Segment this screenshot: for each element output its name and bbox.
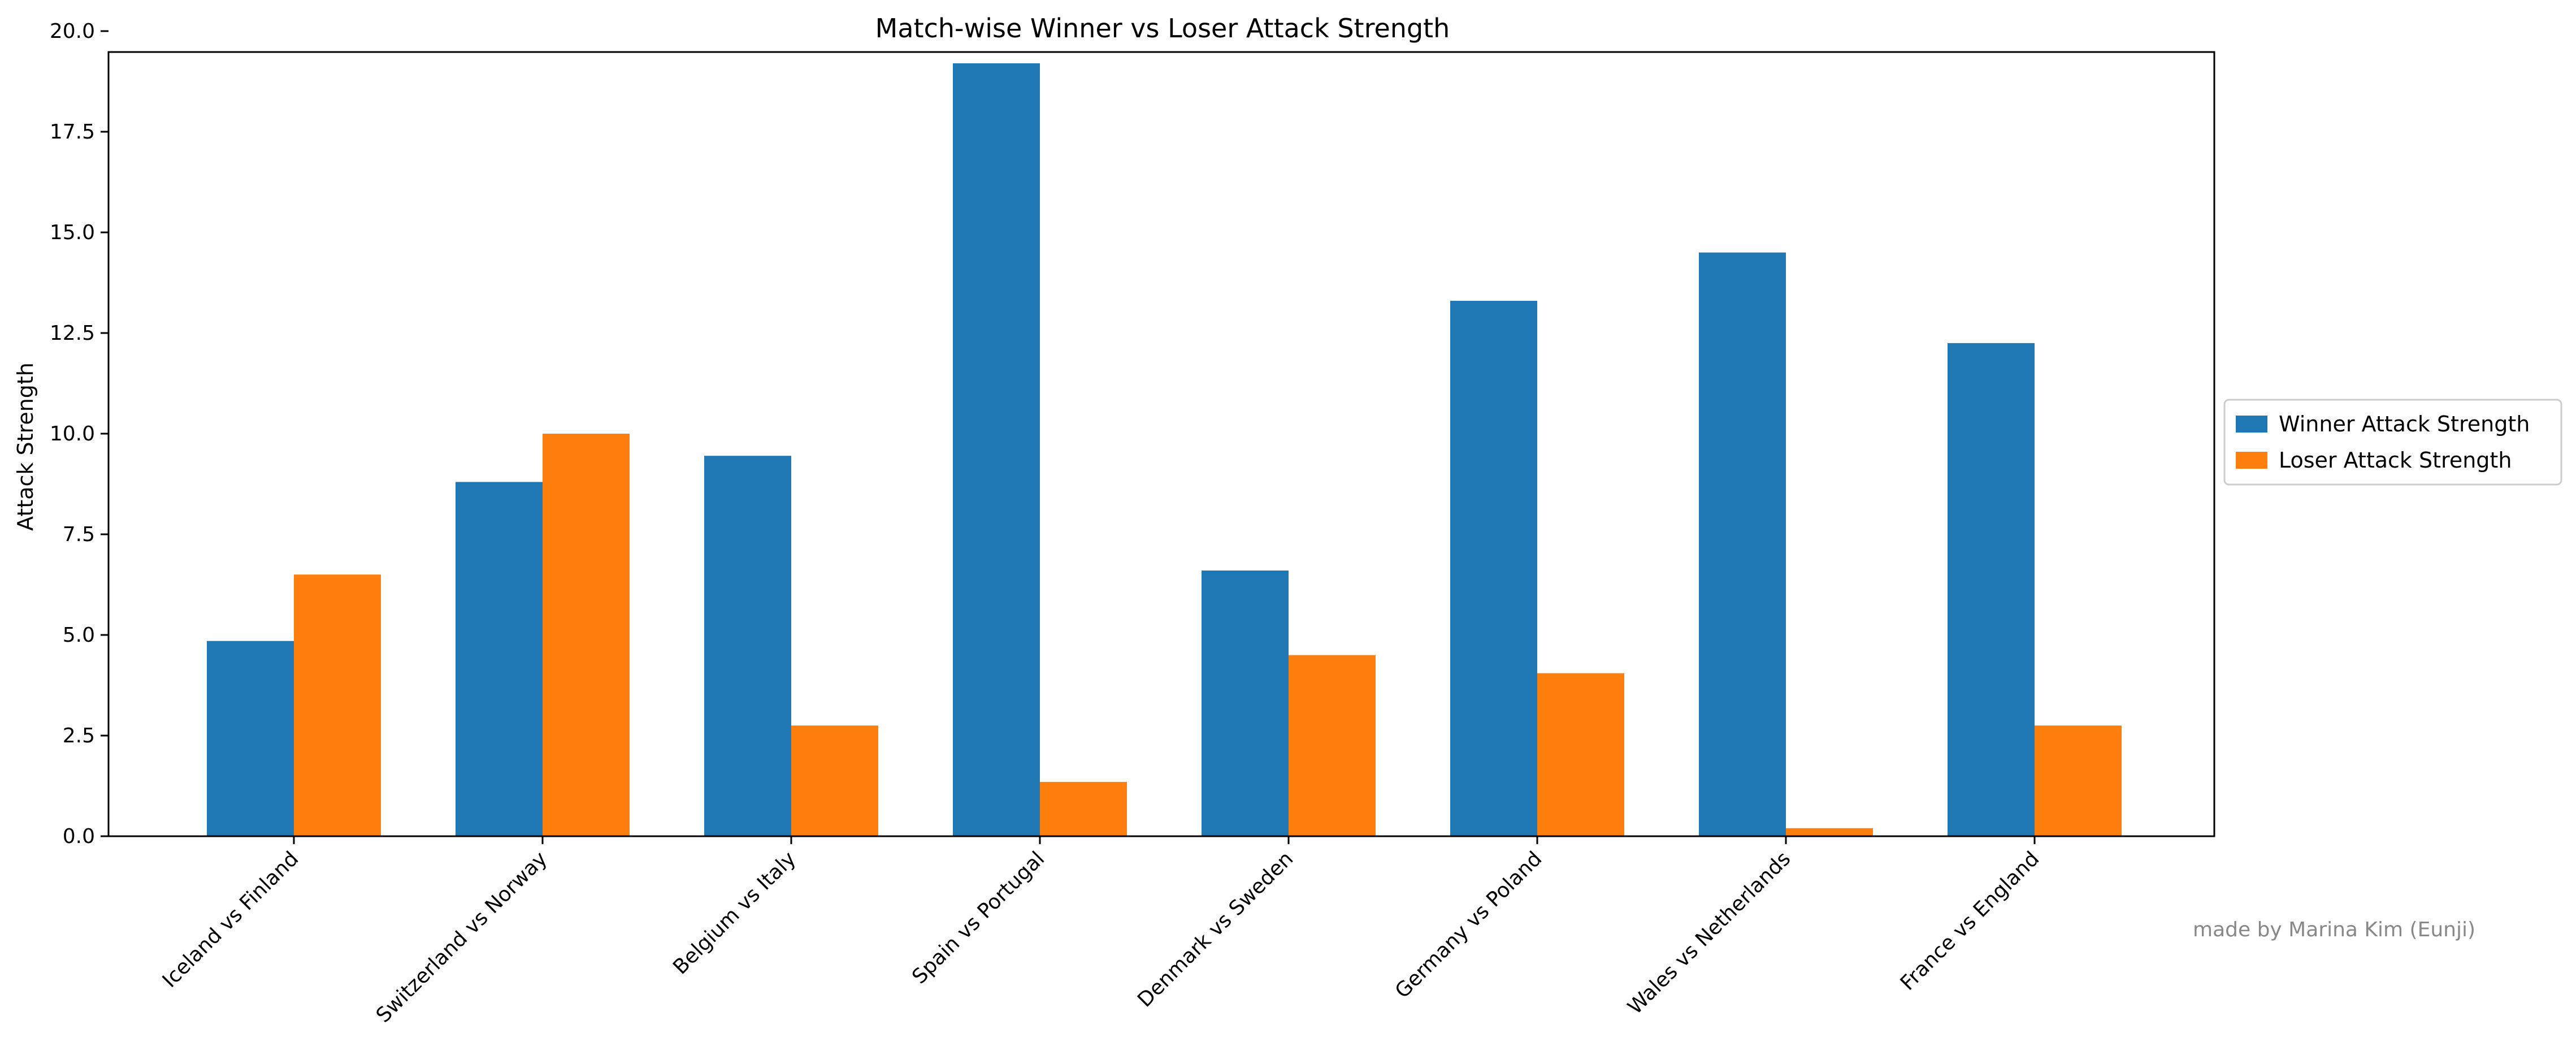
bar-loser-1	[543, 434, 630, 836]
y-tick-label: 5.0	[63, 624, 95, 647]
y-tick-label: 12.5	[50, 322, 95, 345]
bar-loser-4	[1289, 655, 1376, 836]
legend-label-loser: Loser Attack Strength	[2279, 448, 2512, 473]
x-tick-label: Switzerland vs Norway	[372, 847, 552, 1027]
bar-loser-0	[294, 574, 381, 836]
bar-loser-3	[1040, 781, 1127, 836]
bar-winner-6	[1699, 252, 1786, 837]
chart-title: Match-wise Winner vs Loser Attack Streng…	[875, 13, 1450, 44]
y-tick-label: 0.0	[63, 825, 95, 848]
legend-box	[2223, 399, 2562, 486]
bar-winner-1	[456, 482, 543, 836]
bar-winner-0	[207, 641, 294, 836]
y-tick-label: 7.5	[63, 523, 95, 546]
y-tick-label: 2.5	[63, 724, 95, 747]
bar-winner-7	[1948, 343, 2035, 836]
y-tick-label: 15.0	[50, 221, 95, 244]
bar-loser-5	[1537, 673, 1624, 836]
x-tick-label: Wales vs Netherlands	[1624, 847, 1796, 1019]
x-tick-label: France vs England	[1896, 847, 2044, 995]
bar-loser-2	[791, 725, 878, 836]
y-tick-label: 20.0	[50, 20, 95, 43]
y-tick-label: 10.0	[50, 422, 95, 446]
x-tick-label: Spain vs Portugal	[908, 847, 1049, 988]
x-tick-label: Iceland vs Finland	[158, 847, 303, 992]
legend-swatch-winner	[2236, 416, 2267, 433]
bar-winner-2	[704, 456, 791, 836]
plot-frame	[107, 51, 2215, 837]
bar-winner-5	[1450, 301, 1537, 836]
plot-area: Iceland vs Finland Switzerland vs Norway B…	[50, 20, 2215, 1027]
bar-winner-3	[953, 63, 1040, 837]
legend: Winner Attack Strength Loser Attack Stren…	[2223, 399, 2562, 486]
y-axis-label: Attack Strength	[13, 362, 38, 531]
legend-swatch-loser	[2236, 452, 2267, 469]
x-tick-label: Germany vs Poland	[1391, 847, 1546, 1002]
author-credit: made by Marina Kim (Eunji)	[2193, 918, 2475, 941]
bar-loser-6	[1786, 828, 1873, 836]
bar-loser-7	[2035, 725, 2122, 836]
y-tick-label: 17.5	[50, 120, 95, 144]
bar-winner-4	[1202, 570, 1289, 836]
x-tick-label: Denmark vs Sweden	[1133, 847, 1298, 1012]
legend-label-winner: Winner Attack Strength	[2279, 412, 2530, 436]
x-tick-label: Belgium vs Italy	[669, 847, 800, 979]
